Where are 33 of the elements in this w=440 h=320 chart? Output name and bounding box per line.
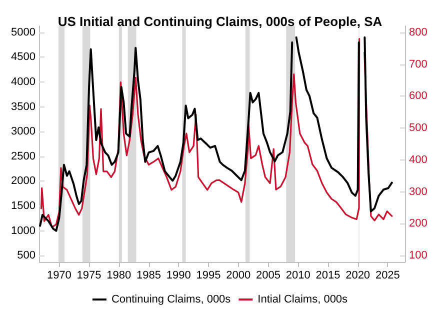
- y2-tick-label: 600: [409, 90, 428, 102]
- y2-tick-label: 500: [409, 122, 428, 134]
- x-tick-label: 2025: [375, 270, 400, 282]
- legend-label: Continuing Claims, 000s: [111, 294, 232, 306]
- x-tick-label: 2015: [316, 270, 340, 282]
- legend-label: Intial Claims, 000s: [258, 294, 348, 306]
- y-tick-label: 500: [17, 250, 36, 262]
- y2-tick-label: 700: [409, 58, 428, 70]
- y-tick-label: 4000: [10, 76, 36, 88]
- y2-tick-label: 100: [409, 250, 428, 262]
- x-tick-label: 2020: [346, 270, 370, 282]
- y-tick-label: 4500: [10, 51, 36, 64]
- x-tick-label: 2010: [286, 270, 310, 282]
- y-tick-label: 1500: [10, 200, 36, 212]
- y-tick-label: 3000: [10, 126, 36, 138]
- chart-title: US Initial and Continuing Claims, 000s of People, SA: [58, 14, 383, 29]
- y-tick-label: 2500: [10, 150, 36, 162]
- x-tick-label: 2000: [226, 270, 251, 282]
- y2-tick-label: 400: [409, 154, 428, 166]
- x-tick-label: 1985: [136, 270, 162, 282]
- x-tick-label: 1995: [196, 270, 221, 282]
- x-tick-label: 2005: [256, 270, 280, 282]
- x-tick-label: 1975: [76, 270, 102, 282]
- x-tick-label: 1990: [166, 270, 191, 282]
- y-tick-label: 3500: [10, 100, 36, 113]
- y-tick-label: 2000: [10, 175, 36, 188]
- y2-tick-label: 300: [409, 186, 428, 198]
- y2-tick-label: 800: [409, 26, 428, 38]
- y-tick-label: 5000: [10, 26, 36, 38]
- y-tick-label: 1000: [10, 224, 36, 237]
- y2-tick-label: 200: [409, 218, 428, 230]
- x-tick-label: 1980: [106, 270, 132, 282]
- x-tick-label: 1970: [46, 270, 72, 282]
